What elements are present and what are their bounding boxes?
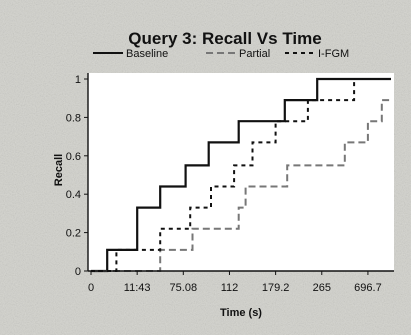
y-tick-label: 0.2	[66, 228, 81, 240]
y-tick-label: 0.6	[66, 151, 81, 163]
legend-label: Partial	[239, 48, 270, 60]
axes-layer: 0 0.2 0.4 0.6 0.8 1 0 11:43 75.08 112 179.2 265 696.…	[66, 73, 394, 294]
legend-label: I-FGM	[318, 48, 349, 60]
series-line-baseline	[91, 77, 391, 273]
x-tick-label: 75.08	[170, 282, 198, 294]
legend: Baseline Partial I-FGM	[93, 48, 349, 60]
y-axis-label: Recall	[53, 154, 65, 186]
x-tick-label: 265	[313, 282, 331, 294]
series-layer	[91, 77, 391, 273]
plot-area	[88, 73, 394, 271]
x-tick-label: 179.2	[262, 282, 290, 294]
x-tick-label: 0	[88, 282, 94, 294]
y-tick-label: 0	[75, 266, 81, 278]
series-line-i-fgm	[91, 78, 391, 272]
series-line-partial	[91, 99, 391, 272]
x-axis-label: Time (s)	[220, 307, 262, 319]
y-tick-label: 0.4	[66, 189, 81, 201]
y-tick-label: 0.8	[66, 112, 81, 124]
x-tick-label: 112	[221, 282, 239, 294]
x-tick-label: 11:43	[124, 282, 151, 294]
chart-title: Query 3: Recall Vs Time	[128, 29, 321, 48]
legend-label: Baseline	[126, 48, 168, 60]
y-tick-label: 1	[75, 74, 81, 86]
x-tick-label: 696.7	[354, 282, 382, 294]
